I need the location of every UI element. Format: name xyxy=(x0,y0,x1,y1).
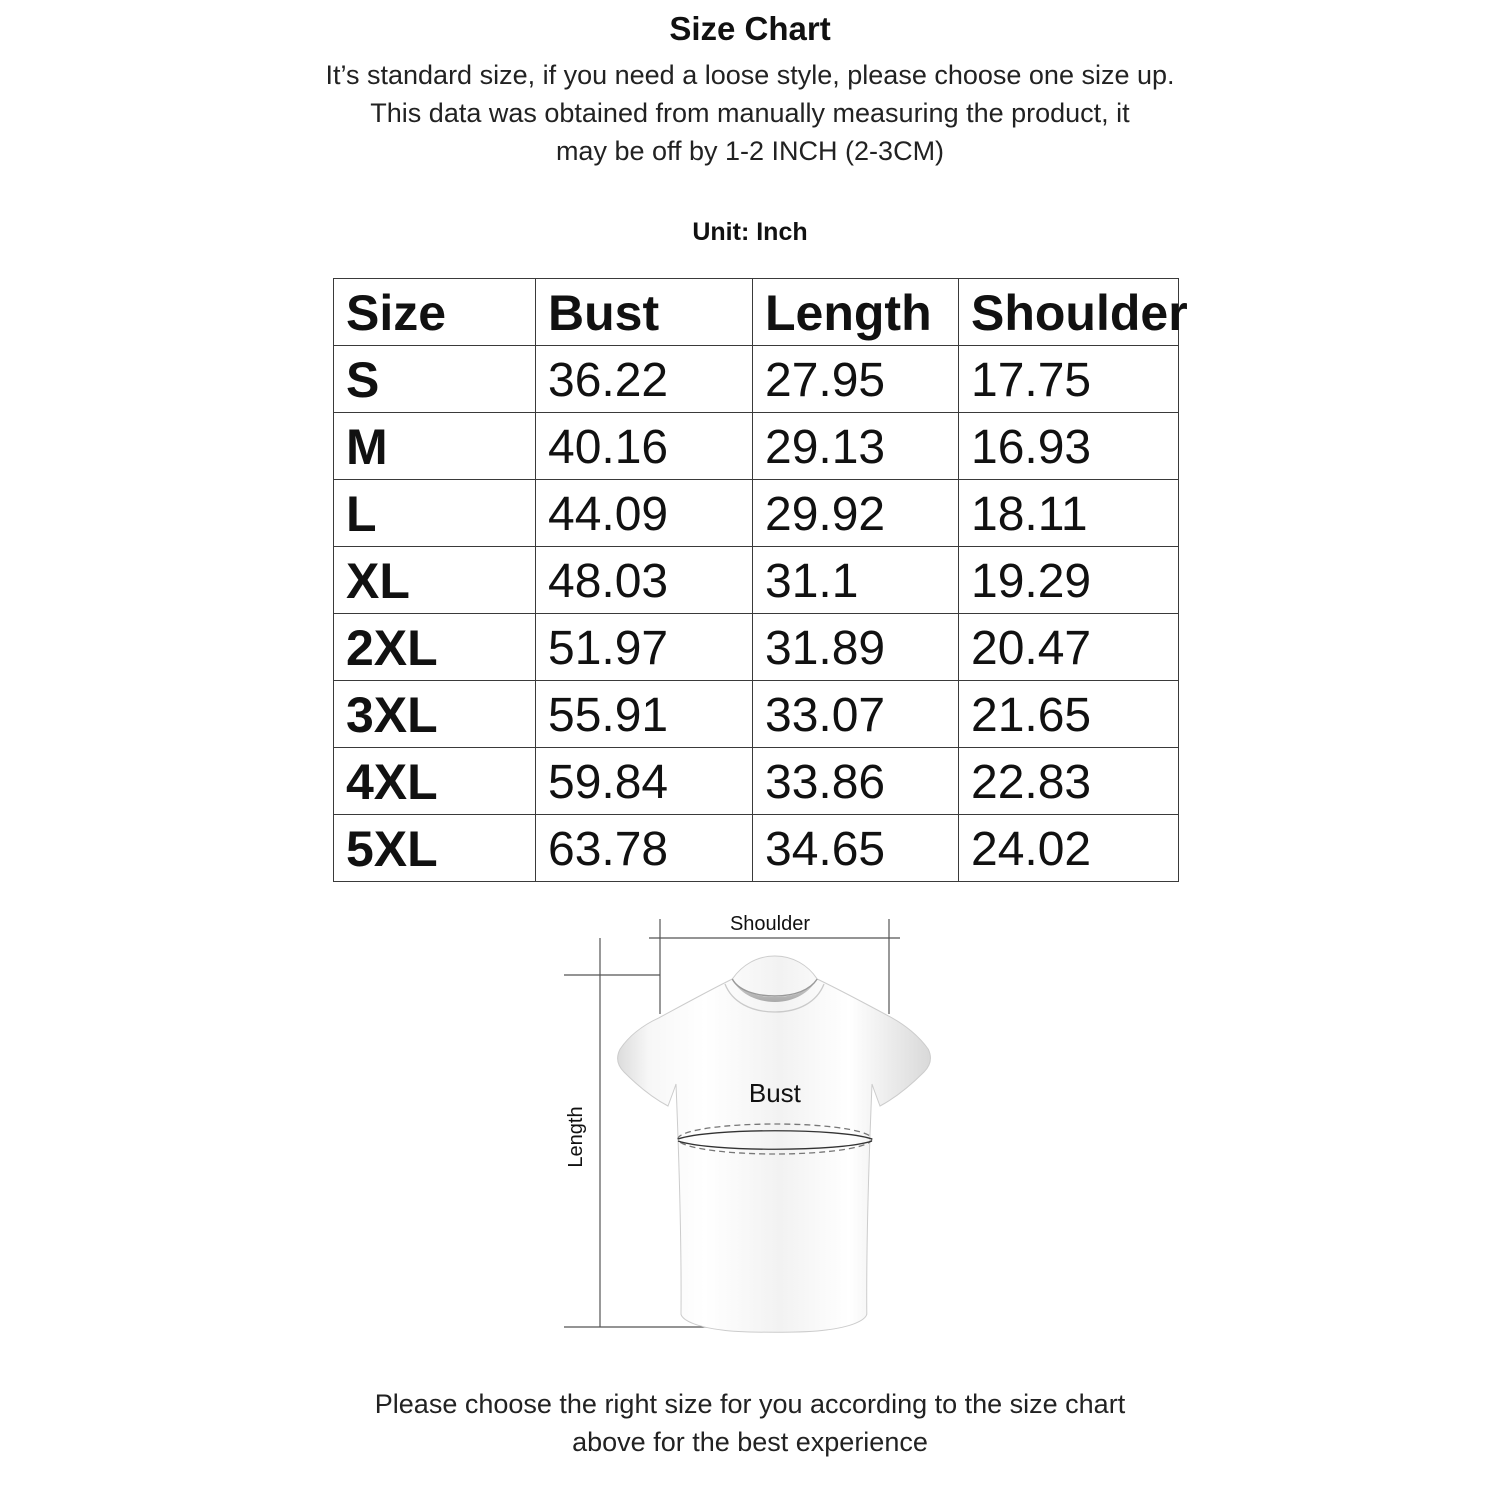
svg-text:Shoulder: Shoulder xyxy=(730,913,810,935)
svg-text:Length: Length xyxy=(565,1106,587,1167)
svg-text:Bust: Bust xyxy=(749,1078,802,1108)
